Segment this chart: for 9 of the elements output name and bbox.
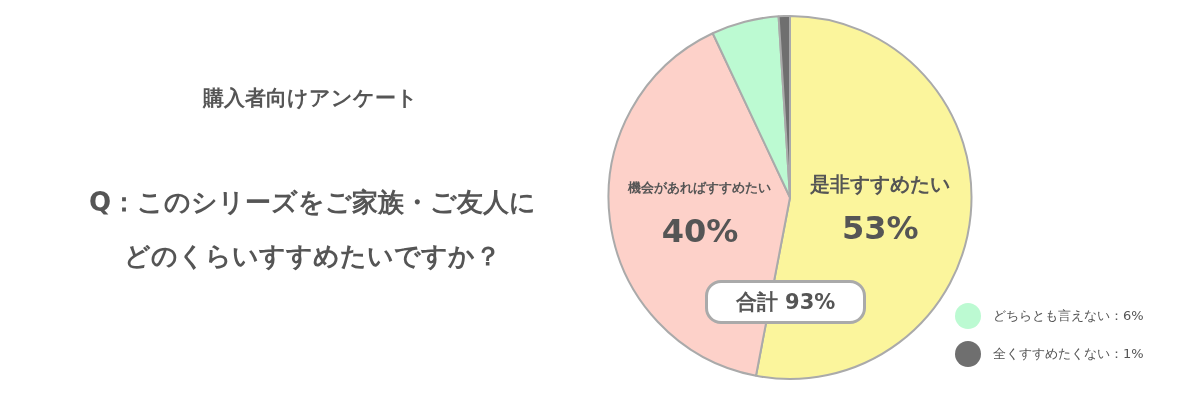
data-label: 40%: [661, 212, 739, 251]
slice-label: 是非すすめたい: [809, 172, 951, 197]
legend-label: どちらとも言えない：6%: [993, 307, 1144, 325]
text: 購入者向けアンケート: [201, 85, 419, 112]
text: Q：このシリーズをご家族・ご友人にどのくらいすすめたいですか？: [87, 186, 538, 273]
data-label: 53%: [842, 209, 919, 248]
text: 合計 93%: [705, 280, 866, 324]
legend-label: 全くすすめたくない：1%: [993, 345, 1144, 363]
slice-label: 機会があればすすめたい: [627, 180, 772, 196]
